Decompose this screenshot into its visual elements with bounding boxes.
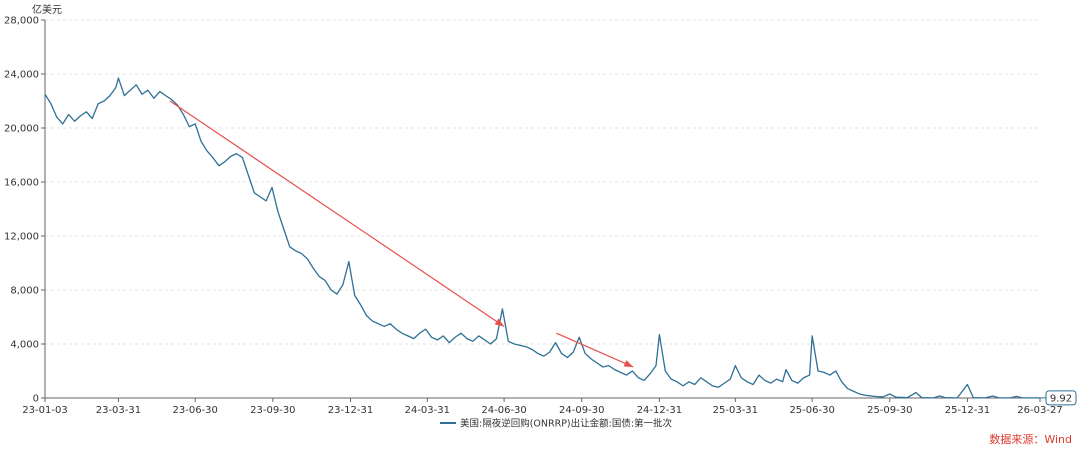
series-line[interactable] bbox=[44, 77, 1041, 399]
data-source-note: 数据来源：Wind bbox=[989, 432, 1072, 446]
y-axis: 0 4,000 8,000 12,000 16,000 20,000 24,000 28,00… bbox=[4, 16, 46, 405]
x-tick-label: 23-09-30 bbox=[250, 405, 295, 416]
y-tick-label: 24,000 bbox=[4, 70, 39, 81]
x-tick-label: 23-06-30 bbox=[173, 405, 218, 416]
y-tick-label: 20,000 bbox=[4, 124, 39, 135]
x-tick-label: 25-06-30 bbox=[789, 405, 834, 416]
x-axis: 23-01-03 23-03-31 23-06-30 23-09-30 23-12-31… bbox=[22, 397, 1063, 416]
x-tick-label: 25-12-31 bbox=[945, 405, 990, 416]
series-lines bbox=[44, 77, 1041, 399]
x-tick-label: 26-03-27 bbox=[1017, 405, 1062, 416]
y-axis-unit-label: 亿美元 bbox=[32, 3, 62, 16]
x-tick-label: 23-12-31 bbox=[328, 405, 373, 416]
y-tick-label: 4,000 bbox=[10, 340, 39, 351]
x-tick-label: 25-03-31 bbox=[713, 405, 758, 416]
x-tick-label: 24-12-31 bbox=[637, 405, 682, 416]
last-value-callout: 9.92 bbox=[1040, 390, 1077, 406]
gridlines bbox=[45, 19, 1040, 345]
y-tick-label: 0 bbox=[33, 394, 39, 405]
x-tick-label: 24-06-30 bbox=[481, 405, 526, 416]
trend-arrow-line bbox=[556, 332, 634, 368]
x-tick-label: 25-09-30 bbox=[867, 405, 912, 416]
y-tick-label: 12,000 bbox=[4, 232, 39, 243]
x-tick-label: 23-01-03 bbox=[22, 405, 67, 416]
legend[interactable]: 美国:隔夜逆回购(ONRRP)出让金额:国债:第一批次 bbox=[440, 418, 673, 430]
x-tick-label: 23-03-31 bbox=[96, 405, 141, 416]
last-value-label: 9.92 bbox=[1050, 393, 1072, 404]
x-tick-label: 24-03-31 bbox=[405, 405, 450, 416]
trend-arrow-head bbox=[623, 360, 634, 367]
trend-arrows bbox=[169, 100, 634, 368]
y-tick-label: 16,000 bbox=[4, 178, 39, 189]
legend-label: 美国:隔夜逆回购(ONRRP)出让金额:国债:第一批次 bbox=[460, 418, 673, 430]
x-tick-label: 24-09-30 bbox=[559, 405, 604, 416]
trend-arrow-line bbox=[169, 100, 505, 327]
trend-arrow-head bbox=[494, 318, 505, 327]
y-tick-label: 28,000 bbox=[4, 16, 39, 27]
y-tick-label: 8,000 bbox=[10, 286, 39, 297]
